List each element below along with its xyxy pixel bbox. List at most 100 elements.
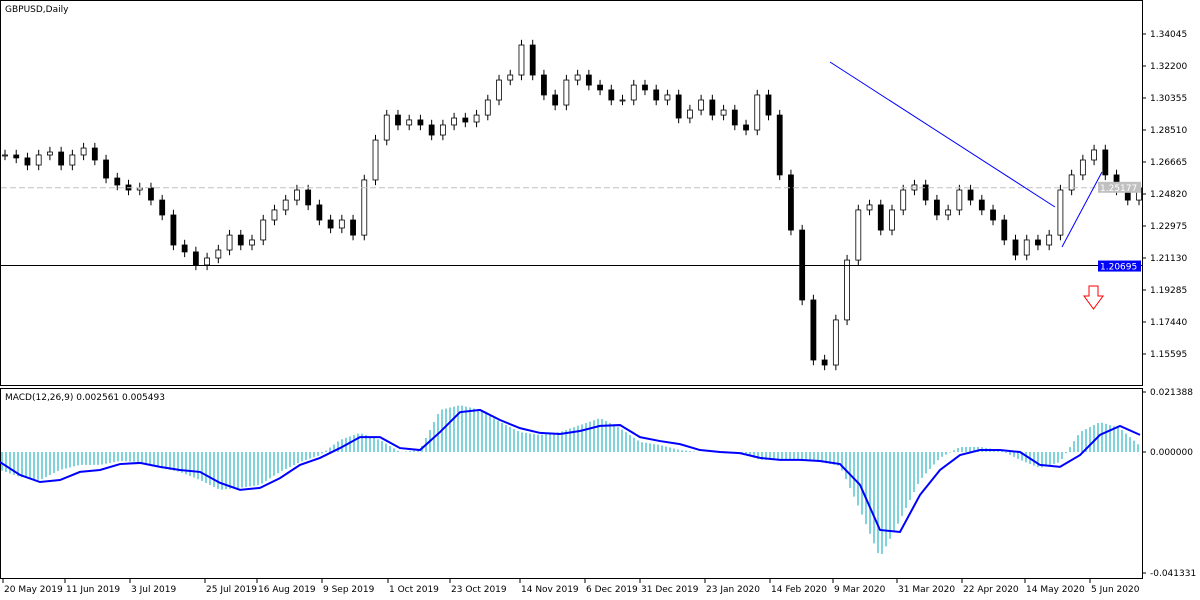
price-tick-label: 1.34045 — [1150, 30, 1187, 40]
price-tick-label: 1.26665 — [1150, 158, 1187, 168]
candle — [1035, 234, 1041, 251]
date-tick-label: 3 Jul 2019 — [131, 585, 176, 595]
candle — [810, 294, 817, 366]
candle — [776, 109, 783, 181]
candle — [743, 119, 749, 136]
candle — [305, 184, 312, 211]
candle — [148, 182, 154, 206]
candle — [675, 89, 682, 124]
candle — [350, 214, 356, 241]
candle — [103, 154, 109, 184]
candle — [889, 204, 895, 236]
candle — [294, 184, 300, 206]
candle — [462, 112, 469, 128]
candle — [80, 142, 87, 161]
sell-arrow-icon[interactable] — [1083, 285, 1104, 310]
candle — [271, 204, 278, 226]
price-tick-label: 1.17440 — [1150, 318, 1187, 328]
date-tick-label: 14 Nov 2019 — [521, 585, 579, 595]
candle — [844, 254, 850, 326]
date-tick-label: 11 Jun 2019 — [66, 585, 120, 595]
candle — [1023, 234, 1030, 261]
macd-tick-label: 0.021388 — [1150, 388, 1193, 398]
candle — [956, 184, 963, 216]
candle — [507, 69, 514, 86]
candle — [451, 112, 458, 131]
trendline-down[interactable] — [829, 61, 1056, 208]
candle — [832, 314, 839, 371]
candle — [24, 152, 31, 171]
candle — [159, 194, 166, 221]
date-tick-label: 22 Apr 2020 — [963, 585, 1019, 595]
date-tick-label: 14 Feb 2020 — [771, 585, 827, 595]
candle — [47, 146, 53, 161]
candle — [237, 229, 244, 251]
candle — [1068, 169, 1075, 196]
candle — [69, 149, 76, 171]
candle — [900, 184, 907, 216]
candle — [406, 114, 413, 131]
candle — [338, 214, 345, 234]
candle — [799, 224, 806, 306]
candle — [170, 209, 177, 251]
candle — [967, 184, 974, 206]
candle — [204, 252, 210, 271]
candle — [720, 104, 727, 121]
candle — [35, 149, 42, 171]
candle — [383, 109, 390, 146]
candle — [215, 244, 222, 264]
macd-histogram — [1, 405, 1139, 554]
candle — [1057, 184, 1064, 241]
main-panel-frame — [0, 0, 1143, 386]
trendline-up[interactable] — [1061, 171, 1103, 248]
candle — [597, 79, 603, 96]
candle — [990, 204, 996, 226]
candle — [226, 229, 233, 256]
current-price-tag: 1.25177 — [1098, 181, 1141, 194]
candle — [428, 119, 435, 141]
date-tick-label: 9 Mar 2020 — [834, 585, 886, 595]
candle — [249, 234, 255, 251]
candle — [541, 69, 547, 101]
candle — [698, 94, 705, 116]
candle — [114, 172, 121, 191]
candle — [1091, 144, 1097, 166]
macd-tick-label: 0.000000 — [1150, 448, 1193, 458]
candle — [574, 69, 581, 86]
candle — [978, 194, 985, 216]
candle — [1012, 234, 1019, 261]
candle — [58, 146, 65, 171]
candle — [1046, 229, 1053, 251]
candle — [788, 169, 794, 236]
price-tick-label: 1.32200 — [1150, 62, 1187, 72]
candle — [282, 194, 289, 216]
price-tick-label: 1.19285 — [1150, 286, 1187, 296]
candle — [653, 84, 660, 106]
hline-price-tag: 1.20695 — [1098, 260, 1141, 273]
candle — [754, 89, 761, 136]
date-tick-label: 16 Aug 2019 — [258, 585, 316, 595]
price-tick-label: 1.22975 — [1150, 222, 1187, 232]
candle — [563, 74, 570, 111]
candle — [608, 84, 615, 106]
candle — [642, 79, 648, 96]
candle — [327, 214, 334, 234]
candle — [484, 94, 491, 121]
candle — [1079, 154, 1086, 181]
candle — [855, 204, 862, 266]
candle — [709, 94, 716, 121]
candle — [922, 179, 929, 206]
date-tick-label: 23 Oct 2019 — [451, 585, 507, 595]
candle — [91, 142, 98, 166]
price-tick-label: 1.15595 — [1150, 350, 1187, 360]
price-tick-label: 1.24820 — [1150, 190, 1187, 200]
macd-tick-label: -0.041331 — [1150, 569, 1196, 579]
candle — [664, 89, 671, 106]
candle — [866, 199, 873, 216]
macd-title: MACD(12,26,9) 0.002561 0.005493 — [5, 393, 165, 403]
macd-panel-frame — [0, 388, 1143, 579]
candle — [192, 246, 199, 271]
price-axis: 1.34045 1.32200 1.30355 1.28510 1.26665 1.248… — [1142, 30, 1187, 360]
